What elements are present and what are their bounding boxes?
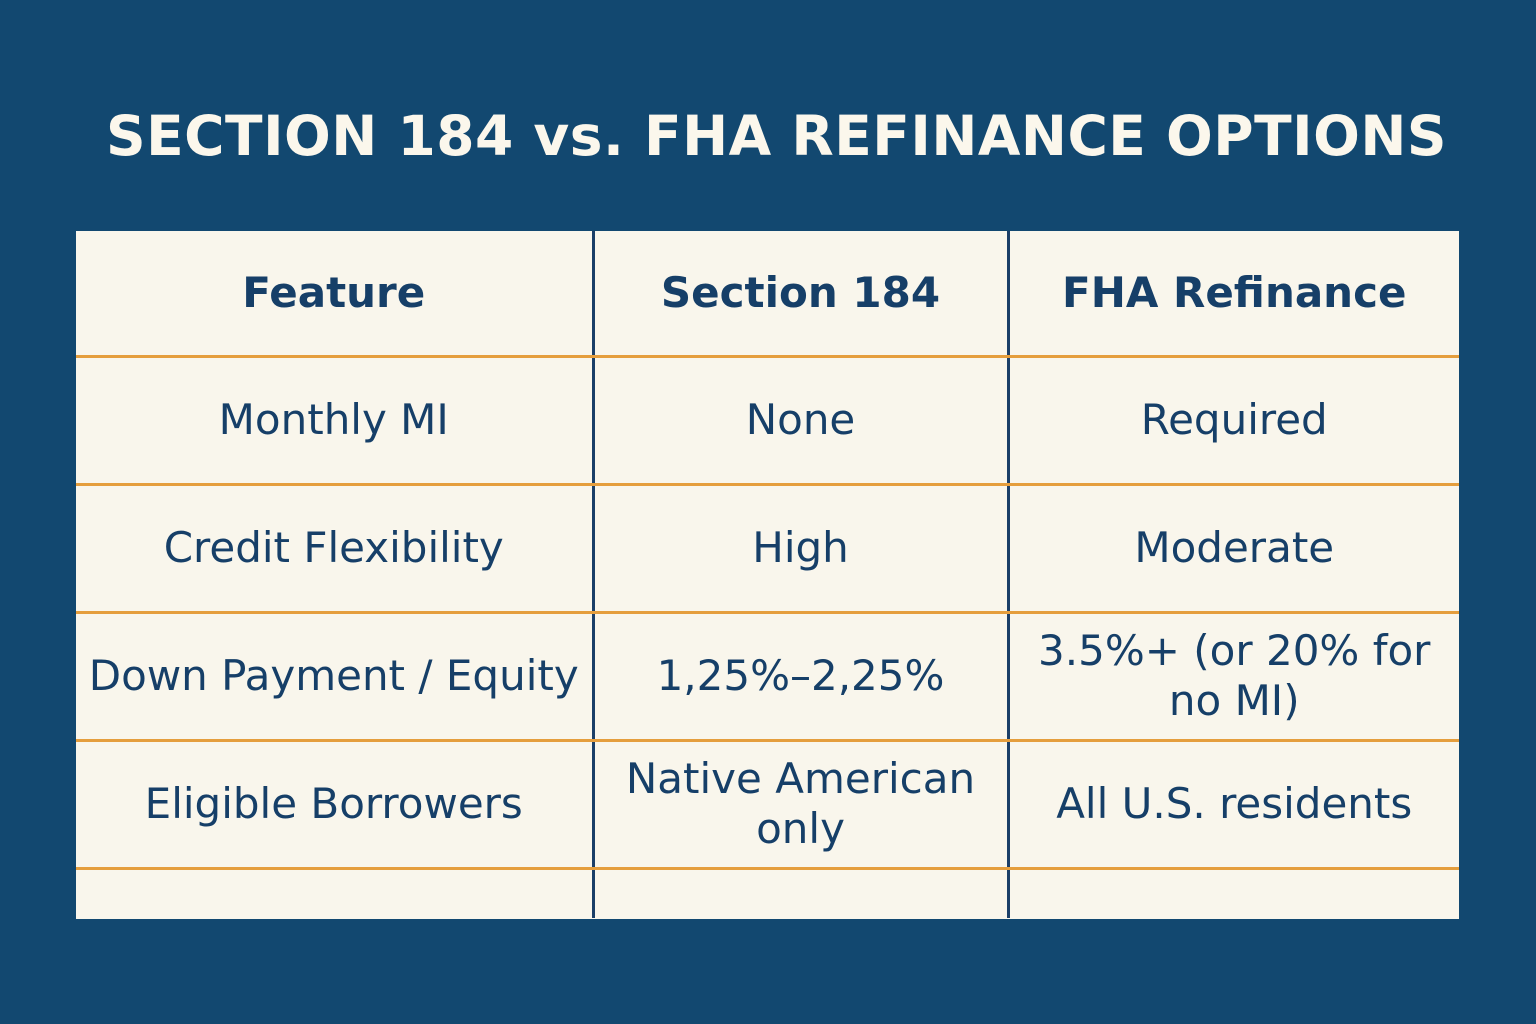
page-title: SECTION 184 vs. FHA REFINANCE OPTIONS [106, 104, 1447, 168]
section-184-cell: High [591, 484, 1008, 614]
fha-refinance-cell: 3.5%+ (or 20% for no MI) [1006, 612, 1459, 742]
section-184-cell: 1,25%–2,25% [591, 612, 1008, 742]
table-row: Down Payment / Equity 1,25%–2,25% 3.5%+ … [76, 612, 1459, 742]
table-header-row: Feature Section 184 FHA Refinance [76, 231, 1459, 358]
section-184-cell: Native American only [591, 740, 1008, 870]
feature-cell: Monthly MI [76, 356, 593, 486]
empty-cell [591, 868, 1008, 918]
table-row: Eligible Borrowers Native American only … [76, 740, 1459, 870]
table-row: Monthly MI None Required [76, 356, 1459, 486]
header-section-184: Section 184 [591, 231, 1008, 358]
table-row: Credit Flexibility High Moderate [76, 484, 1459, 614]
empty-table-row [76, 868, 1459, 918]
empty-cell [76, 868, 593, 918]
section-184-cell: None [591, 356, 1008, 486]
feature-cell: Credit Flexibility [76, 484, 593, 614]
comparison-table: Feature Section 184 FHA Refinance Monthl… [76, 231, 1459, 919]
feature-cell: Down Payment / Equity [76, 612, 593, 742]
fha-refinance-cell: All U.S. residents [1006, 740, 1459, 870]
fha-refinance-cell: Required [1006, 356, 1459, 486]
fha-refinance-cell: Moderate [1006, 484, 1459, 614]
comparison-table-grid: Feature Section 184 FHA Refinance Monthl… [76, 231, 1459, 918]
header-feature: Feature [76, 231, 593, 358]
empty-cell [1006, 868, 1459, 918]
header-fha-refinance: FHA Refinance [1006, 231, 1459, 358]
feature-cell: Eligible Borrowers [76, 740, 593, 870]
